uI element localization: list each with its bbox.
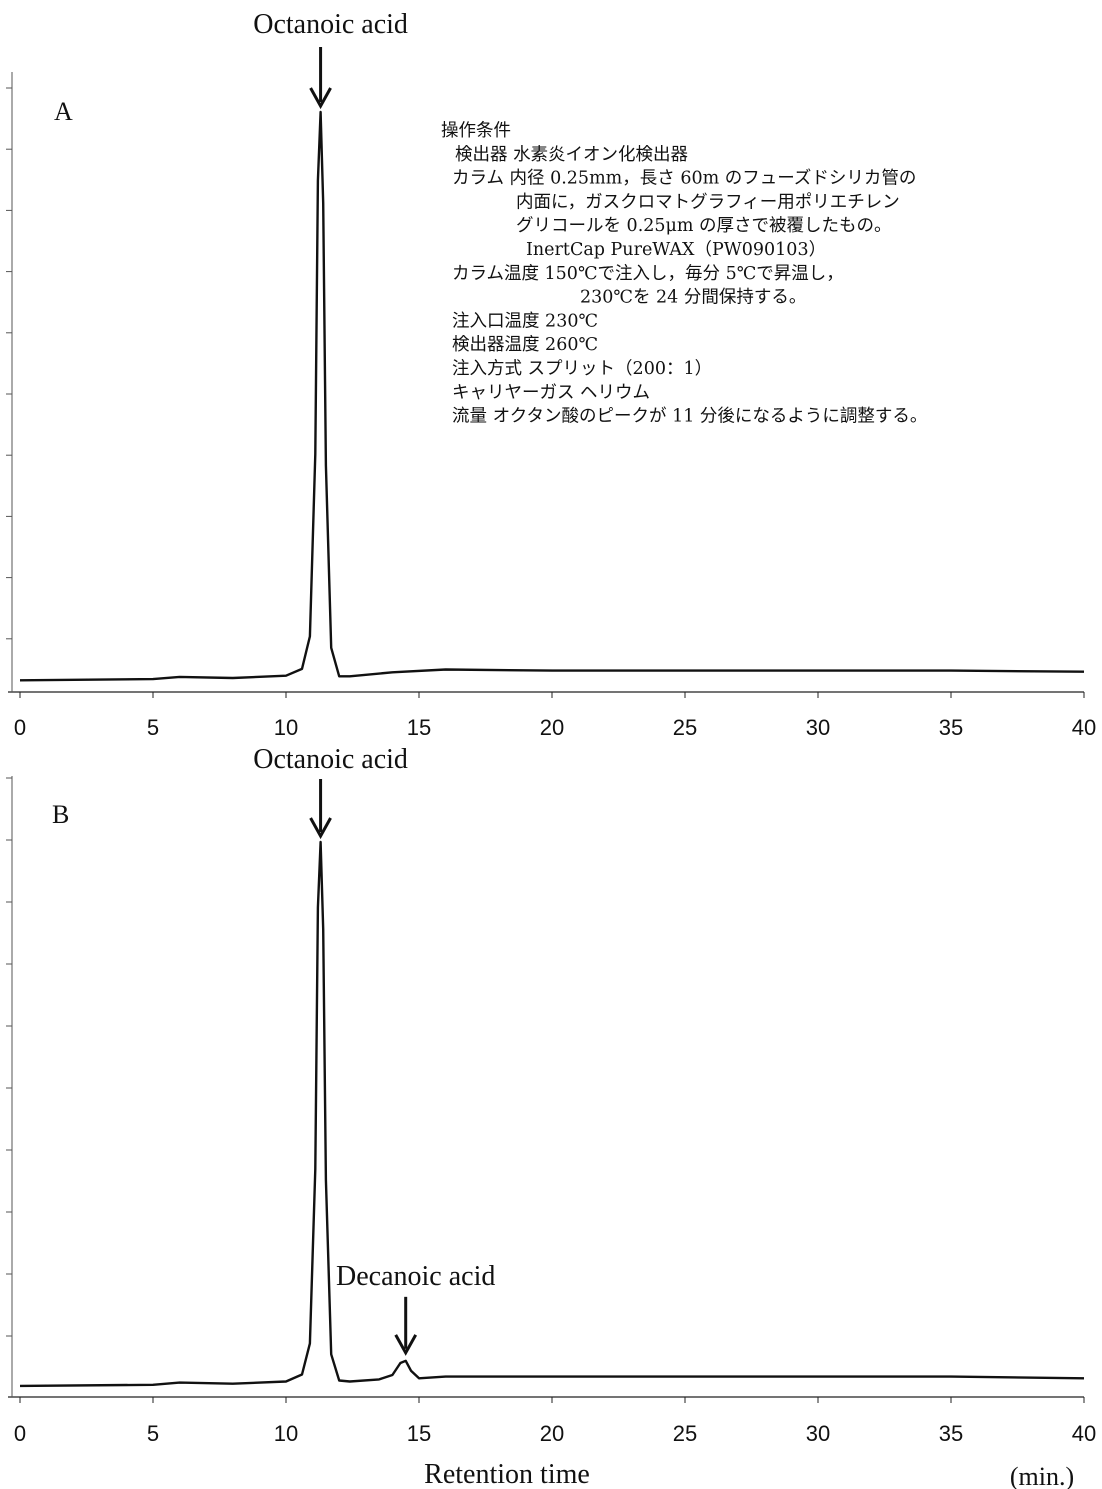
condition-line: 230℃を 24 分間保持する。	[580, 288, 806, 308]
x-tick-label: 20	[540, 1421, 564, 1446]
condition-line: 注入方式 スプリット（200：1）	[452, 359, 712, 379]
x-tick-label: 20	[540, 715, 564, 740]
x-tick-label: 35	[939, 1421, 963, 1446]
condition-line: InertCap PureWAX（PW090103）	[526, 240, 826, 260]
condition-line: 内面に，ガスクロマトグラフィー用ポリエチレン	[516, 192, 900, 212]
peak-arrowhead	[394, 1334, 418, 1356]
condition-line: 操作条件	[441, 121, 511, 141]
x-tick-label: 5	[147, 1421, 159, 1446]
x-tick-label: 15	[407, 1421, 431, 1446]
peak-arrowhead	[309, 817, 332, 840]
x-tick-label: 0	[14, 715, 26, 740]
panel-label: A	[54, 97, 73, 126]
x-axis-label: Retention time	[424, 1459, 590, 1489]
peak-arrowhead	[309, 87, 332, 110]
panel-label: B	[52, 800, 69, 829]
peak-label: Octanoic acid	[253, 744, 408, 775]
condition-line: カラム温度 150℃で注入し，毎分 5℃で昇温し，	[452, 264, 844, 284]
x-tick-label: 25	[673, 1421, 697, 1446]
x-tick-label: 30	[806, 715, 830, 740]
x-tick-label: 5	[147, 715, 159, 740]
x-tick-label: 10	[274, 1421, 298, 1446]
chromatogram-trace	[19, 840, 1085, 1388]
peak-label: Octanoic acid	[253, 9, 408, 40]
chromatogram-trace	[19, 110, 1085, 682]
condition-line: 流量 オクタン酸のピークが 11 分後になるように調整する。	[452, 407, 927, 427]
x-tick-label: 40	[1072, 1421, 1096, 1446]
x-tick-label: 25	[673, 715, 697, 740]
x-tick-label: 10	[274, 715, 298, 740]
condition-line: グリコールを 0.25μm の厚さで被覆したもの。	[516, 216, 892, 236]
x-axis-unit: (min.)	[1010, 1462, 1074, 1489]
x-tick-label: 15	[407, 715, 431, 740]
condition-line: 検出器温度 260℃	[452, 335, 598, 355]
x-tick-label: 40	[1072, 715, 1096, 740]
condition-line: カラム 内径 0.25mm，長さ 60m のフューズドシリカ管の	[452, 169, 916, 189]
condition-line: キャリヤーガス ヘリウム	[452, 383, 650, 403]
x-tick-label: 35	[939, 715, 963, 740]
x-tick-label: 30	[806, 1421, 830, 1446]
x-tick-label: 0	[14, 1421, 26, 1446]
peak-label: Decanoic acid	[336, 1261, 495, 1292]
chromatogram-panel-b: B Retention time (min.) 0 5 10 15 20 25 30 35 40…	[6, 744, 1096, 1489]
condition-line: 注入口温度 230℃	[452, 311, 598, 331]
condition-line: 検出器 水素炎イオン化検出器	[455, 145, 688, 165]
